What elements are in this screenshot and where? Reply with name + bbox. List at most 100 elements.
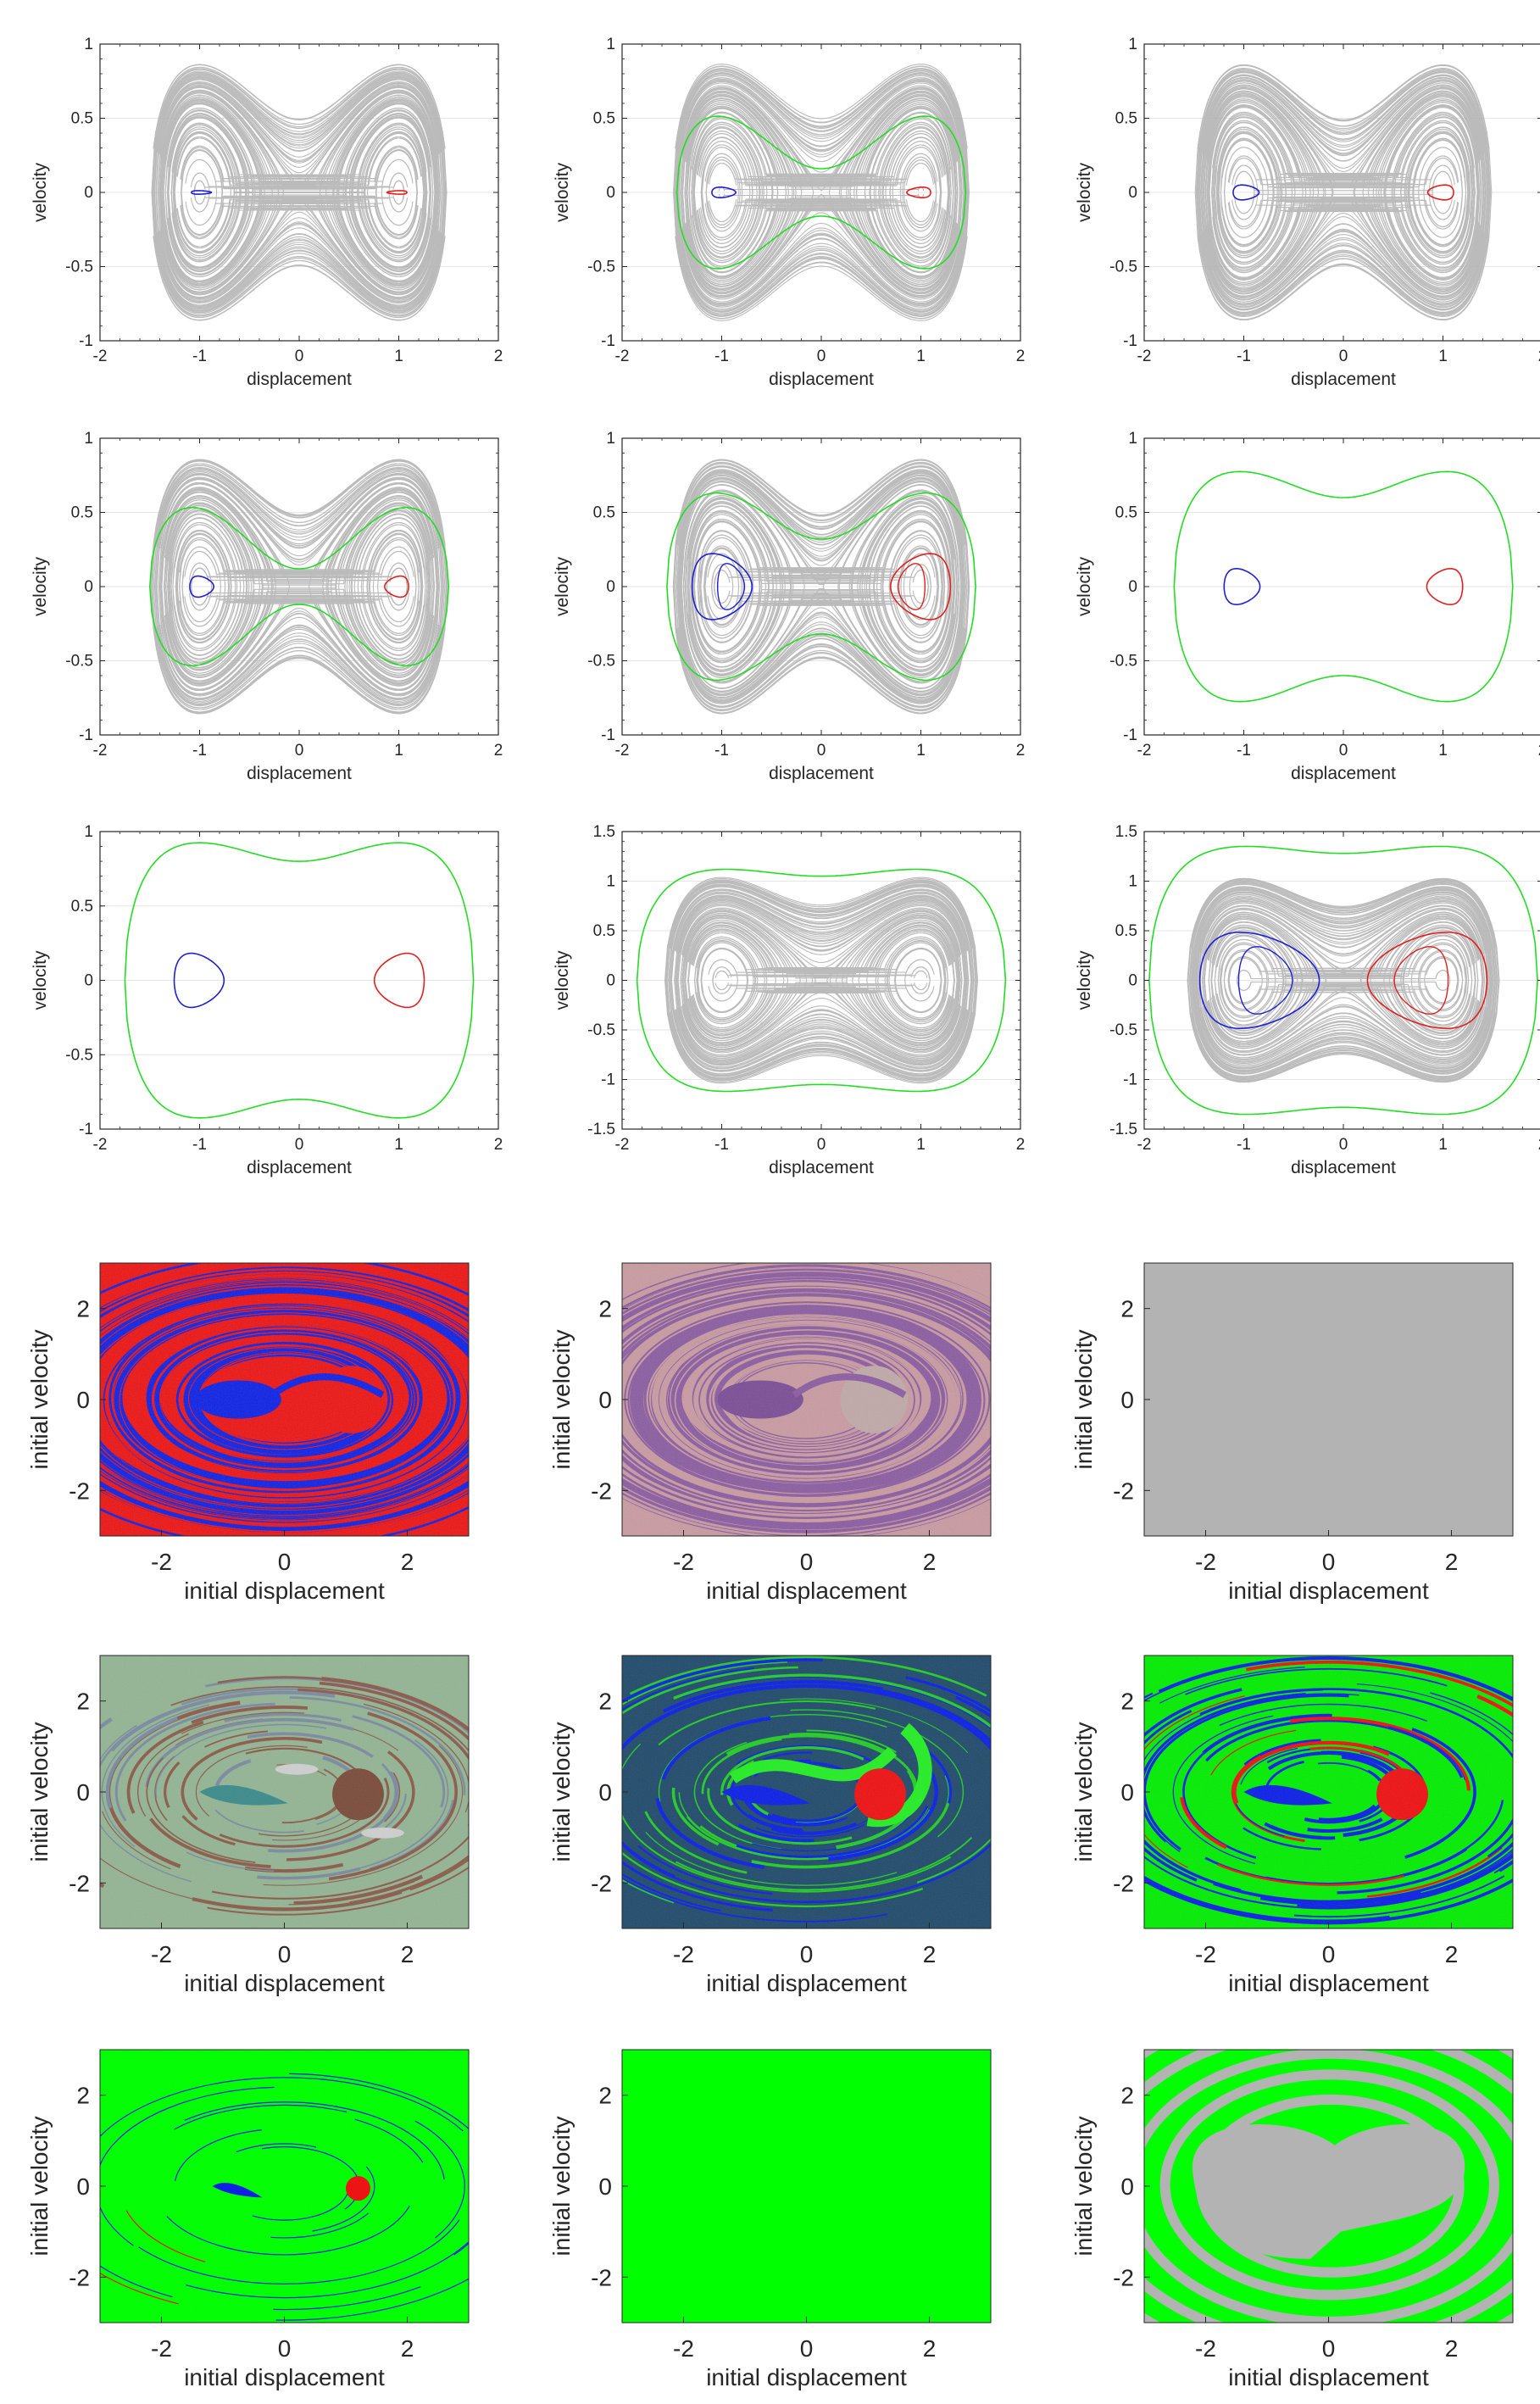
trajectory	[381, 159, 414, 193]
trajectory	[666, 881, 976, 981]
trajectory	[1212, 192, 1296, 274]
trajectory	[348, 114, 431, 193]
trajectory	[154, 70, 444, 151]
trajectory	[1205, 206, 1320, 292]
trajectory	[1379, 207, 1479, 285]
trajectory	[870, 990, 953, 1034]
trajectory	[161, 97, 266, 193]
x-tick-label: -1	[192, 742, 207, 760]
trajectory	[1198, 75, 1489, 193]
trajectory	[714, 982, 729, 991]
trajectory	[1190, 1013, 1497, 1081]
trajectory	[180, 202, 224, 238]
trajectory	[151, 460, 448, 587]
x-tick-label: 1	[394, 742, 403, 760]
trajectory	[158, 82, 440, 161]
trajectory	[155, 73, 443, 152]
trajectory	[687, 980, 776, 1037]
trajectory	[327, 586, 436, 684]
trajectory	[678, 627, 965, 704]
trajectory	[704, 153, 743, 193]
x-tick-label: -2	[151, 1549, 172, 1575]
trajectory	[1197, 236, 1490, 320]
trajectory	[1189, 878, 1498, 948]
trajectory	[1391, 192, 1475, 274]
trajectory	[1400, 192, 1473, 263]
y-tick-label: -1	[601, 332, 615, 350]
trajectory	[664, 878, 978, 981]
trajectory	[1408, 980, 1470, 1022]
trajectory	[161, 96, 269, 193]
trajectory	[684, 100, 787, 193]
trajectory	[165, 586, 254, 671]
trajectory	[680, 80, 963, 155]
trajectory	[688, 505, 775, 587]
trajectory	[853, 207, 958, 287]
y-tick-label: 0	[598, 1779, 612, 1806]
trajectory	[1376, 192, 1480, 287]
trajectory	[1379, 100, 1479, 178]
y-tick-label: 0	[1128, 972, 1137, 990]
trajectory	[356, 122, 427, 193]
x-tick-label: 2	[1016, 742, 1026, 760]
trajectory	[158, 610, 440, 695]
trajectory	[678, 82, 965, 193]
trajectory	[164, 103, 261, 193]
trajectory	[701, 192, 747, 238]
x-axis-label: displacement	[1291, 370, 1396, 389]
trajectory	[1197, 71, 1490, 193]
trajectory	[698, 531, 753, 587]
x-tick-label: -2	[615, 348, 630, 365]
trajectory	[1219, 942, 1276, 981]
trajectory	[162, 192, 262, 285]
trajectory	[1191, 881, 1496, 949]
trajectory	[1218, 131, 1278, 193]
trajectory	[1191, 887, 1496, 981]
trajectory	[337, 192, 434, 282]
trajectory	[164, 107, 256, 193]
trajectory	[851, 586, 958, 682]
trajectory	[1218, 192, 1278, 253]
y-tick-label: 2	[76, 1689, 90, 1715]
trajectory	[696, 131, 758, 193]
trajectory	[909, 586, 931, 609]
trajectory	[1197, 192, 1490, 314]
trajectory	[179, 539, 226, 587]
plot-content	[1144, 832, 1540, 1129]
trajectory	[687, 586, 777, 671]
trajectory	[159, 192, 275, 292]
trajectory	[687, 502, 777, 587]
trajectory	[170, 192, 247, 268]
trajectory	[332, 192, 437, 287]
trajectory	[153, 74, 445, 193]
trajectory	[1228, 200, 1262, 228]
trajectory	[1228, 957, 1261, 981]
trajectory	[316, 204, 438, 296]
plot-content	[622, 438, 1020, 735]
x-tick-label: 2	[1445, 1549, 1459, 1575]
y-tick-label: -1	[79, 1121, 93, 1138]
trajectory	[1212, 111, 1296, 193]
trajectory	[696, 192, 758, 254]
trajectory	[153, 192, 446, 314]
trajectory	[1205, 92, 1320, 179]
trajectory	[681, 912, 801, 981]
trajectory	[682, 980, 792, 1046]
y-axis-label: initial velocity	[548, 1722, 575, 1862]
trajectory	[175, 530, 231, 587]
trajectory	[176, 203, 230, 248]
trajectory	[869, 925, 955, 981]
basin-1-panel: -2 0 2 -2 0 2 initial displacement initial velo…	[26, 1262, 470, 1604]
trajectory	[153, 629, 446, 714]
right-well-orbit	[1426, 568, 1464, 605]
trajectory	[1221, 192, 1274, 246]
y-tick-label: 0	[1120, 1779, 1134, 1806]
trajectory	[369, 533, 422, 587]
trajectory	[675, 980, 967, 1060]
trajectory	[1400, 932, 1473, 981]
y-axis-label: velocity	[553, 556, 572, 616]
trajectory	[894, 537, 942, 587]
trajectory	[679, 586, 964, 694]
